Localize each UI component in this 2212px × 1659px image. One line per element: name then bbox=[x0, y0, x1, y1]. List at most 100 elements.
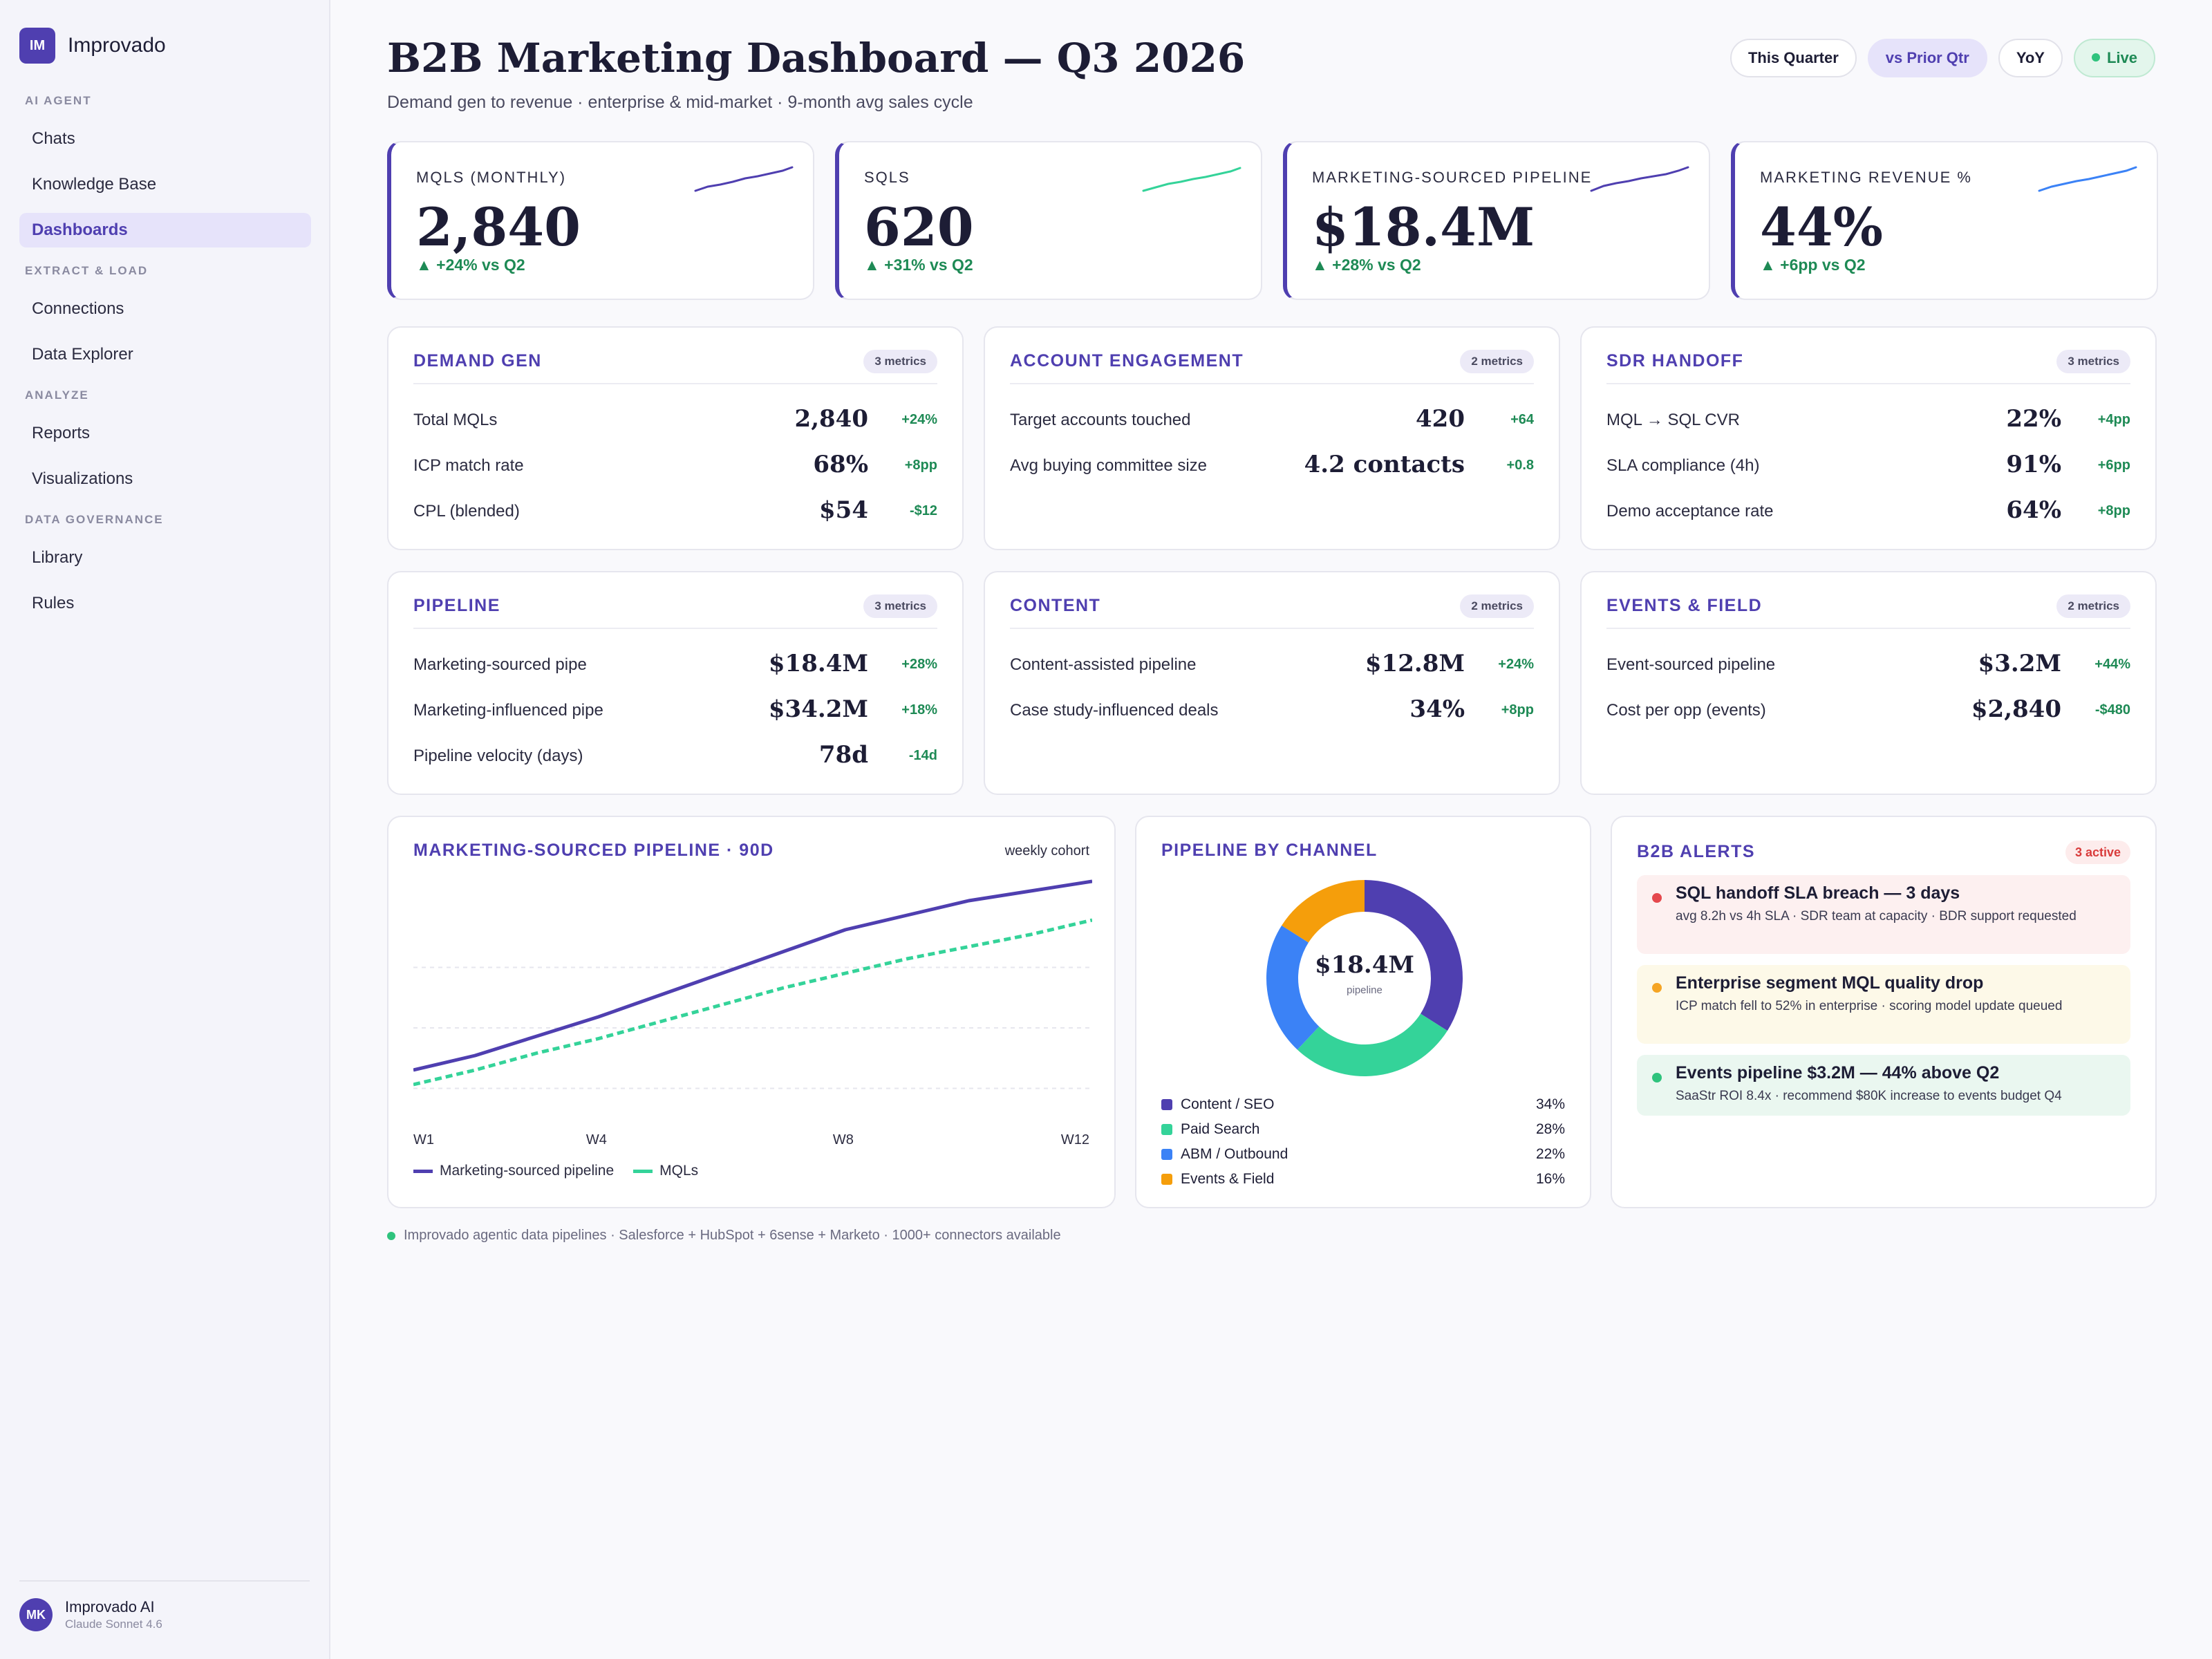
metric-delta: +18% bbox=[901, 702, 937, 718]
donut-slice-events-field[interactable] bbox=[1282, 880, 1365, 943]
legend-item: Events & Field 16% bbox=[1161, 1167, 1565, 1192]
metric-row[interactable]: Content-assisted pipeline $12.8M +24% bbox=[1010, 650, 1534, 677]
user-profile[interactable]: MK Improvado AI Claude Sonnet 4.6 bbox=[19, 1580, 310, 1631]
alert-status-dot-icon bbox=[1652, 983, 1662, 993]
metrics-badge: 2 metrics bbox=[1460, 350, 1534, 373]
metric-label: Event-sourced pipeline bbox=[1606, 655, 1776, 674]
legend-label: Events & Field bbox=[1181, 1171, 1275, 1187]
metrics-badge: 3 metrics bbox=[2056, 350, 2130, 373]
alerts-card: B2B ALERTS 3 active SQL handoff SLA brea… bbox=[1611, 816, 2157, 1208]
kpi-value: $18.4M bbox=[1312, 196, 1535, 258]
page-subtitle: Demand gen to revenue · enterprise & mid… bbox=[387, 93, 973, 112]
legend-swatch bbox=[1161, 1174, 1172, 1185]
alert-item[interactable]: SQL handoff SLA breach — 3 days avg 8.2h… bbox=[1637, 875, 2130, 954]
alert-body: avg 8.2h vs 4h SLA · SDR team at capacit… bbox=[1676, 909, 2077, 924]
status-dot-icon bbox=[387, 1231, 395, 1240]
metric-row[interactable]: Target accounts touched 420 +64 bbox=[1010, 405, 1534, 433]
brand[interactable]: IM Improvado bbox=[19, 28, 166, 64]
kpi-delta: ▲ +31% vs Q2 bbox=[864, 256, 973, 274]
metric-row[interactable]: SLA compliance (4h) 91% +6pp bbox=[1606, 451, 2130, 478]
line-chart-card: MARKETING-SOURCED PIPELINE · 90D weekly … bbox=[387, 816, 1116, 1208]
metric-row[interactable]: Case study-influenced deals 34% +8pp bbox=[1010, 695, 1534, 723]
donut-chart bbox=[1266, 880, 1463, 1076]
donut-center-label: pipeline bbox=[1347, 984, 1382, 996]
section-title: EVENTS & FIELD bbox=[1606, 596, 1763, 615]
metric-value: $34.2M bbox=[768, 695, 868, 723]
sidebar-item-knowledge-base[interactable]: Knowledge Base bbox=[32, 175, 157, 194]
alert-body: ICP match fell to 52% in enterprise · sc… bbox=[1676, 999, 2063, 1013]
metric-label: Target accounts touched bbox=[1010, 411, 1191, 429]
metric-row[interactable]: Avg buying committee size 4.2 contacts +0.… bbox=[1010, 451, 1534, 478]
metric-value: $18.4M bbox=[768, 650, 868, 677]
chart-tag: weekly cohort bbox=[1004, 843, 1089, 859]
legend-swatch bbox=[633, 1169, 653, 1173]
sidebar-item-chats[interactable]: Chats bbox=[32, 129, 75, 148]
sidebar-item-visualizations[interactable]: Visualizations bbox=[32, 469, 133, 488]
sidebar-item-connections[interactable]: Connections bbox=[32, 299, 124, 318]
kpi-delta: ▲ +6pp vs Q2 bbox=[1760, 256, 1866, 274]
pill-live[interactable]: Live bbox=[2073, 39, 2155, 77]
section-events-field: EVENTS & FIELD 2 metrics Event-sourced p… bbox=[1580, 571, 2157, 795]
kpi-delta: ▲ +28% vs Q2 bbox=[1312, 256, 1421, 274]
nav-section-extract-load: EXTRACT & LOAD bbox=[25, 264, 149, 277]
section-title: CONTENT bbox=[1010, 596, 1101, 615]
legend-label: Paid Search bbox=[1181, 1121, 1260, 1137]
metric-row[interactable]: Cost per opp (events) $2,840 -$480 bbox=[1606, 695, 2130, 723]
donut-slice-paid-search[interactable] bbox=[1297, 1013, 1447, 1076]
metric-row[interactable]: Total MQLs 2,840 +24% bbox=[413, 405, 937, 433]
alert-title: Events pipeline $3.2M — 44% above Q2 bbox=[1676, 1063, 2000, 1082]
legend-swatch bbox=[1161, 1124, 1172, 1135]
live-dot-icon bbox=[2091, 53, 2100, 62]
metric-value: $3.2M bbox=[1978, 650, 2061, 677]
metric-value: 64% bbox=[2006, 496, 2061, 524]
kpi-label: MQLS (MONTHLY) bbox=[416, 169, 567, 186]
metric-label: Avg buying committee size bbox=[1010, 456, 1208, 475]
section-title: PIPELINE bbox=[413, 596, 500, 615]
kpi-card-mqls[interactable]: MQLS (MONTHLY) 2,840 ▲ +24% vs Q2 bbox=[387, 141, 814, 300]
sidebar-item-dashboards[interactable]: Dashboards bbox=[19, 213, 311, 247]
x-tick-label: W8 bbox=[832, 1132, 854, 1147]
pill-this-quarter[interactable]: This Quarter bbox=[1730, 39, 1857, 77]
section-demand-gen: DEMAND GEN 3 metrics Total MQLs 2,840 +24%… bbox=[387, 326, 964, 550]
metric-delta: +44% bbox=[2094, 657, 2130, 672]
sparkline-line bbox=[2038, 166, 2137, 192]
live-label: Live bbox=[2106, 49, 2137, 66]
alert-item[interactable]: Enterprise segment MQL quality drop ICP … bbox=[1637, 965, 2130, 1044]
metric-row[interactable]: Marketing-influenced pipe $34.2M +18% bbox=[413, 695, 937, 723]
metric-row[interactable]: Event-sourced pipeline $3.2M +44% bbox=[1606, 650, 2130, 677]
sidebar-item-rules[interactable]: Rules bbox=[32, 594, 75, 612]
kpi-card-revenue-pct[interactable]: MARKETING REVENUE % 44% ▲ +6pp vs Q2 bbox=[1731, 141, 2158, 300]
model-name: Claude Sonnet 4.6 bbox=[65, 1618, 162, 1631]
metric-delta: +28% bbox=[901, 657, 937, 672]
metric-row[interactable]: Marketing-sourced pipe $18.4M +28% bbox=[413, 650, 937, 677]
metric-row[interactable]: MQL → SQL CVR 22% +4pp bbox=[1606, 405, 2130, 433]
avatar: MK bbox=[19, 1598, 53, 1631]
metric-row[interactable]: Pipeline velocity (days) 78d -14d bbox=[413, 741, 937, 769]
x-tick-label: W1 bbox=[413, 1132, 434, 1147]
nav-section-data-governance: DATA GOVERNANCE bbox=[25, 513, 164, 526]
sidebar-nav: AI AGENT Chats Knowledge Base Dashboards… bbox=[19, 84, 311, 632]
sidebar-item-reports[interactable]: Reports bbox=[32, 424, 91, 442]
section-title: ACCOUNT ENGAGEMENT bbox=[1010, 351, 1244, 371]
metric-delta: +4pp bbox=[2097, 412, 2130, 427]
metric-row[interactable]: ICP match rate 68% +8pp bbox=[413, 451, 937, 478]
sidebar-item-data-explorer[interactable]: Data Explorer bbox=[32, 345, 133, 364]
legend-swatch bbox=[413, 1169, 433, 1173]
pill-vs-prior-qtr[interactable]: vs Prior Qtr bbox=[1867, 39, 1987, 77]
legend-value: 34% bbox=[1535, 1096, 1565, 1112]
metrics-badge: 2 metrics bbox=[2056, 594, 2130, 618]
metric-delta: -$12 bbox=[909, 503, 937, 518]
kpi-card-sqls[interactable]: SQLS 620 ▲ +31% vs Q2 bbox=[835, 141, 1262, 300]
user-name: Improvado AI bbox=[65, 1598, 155, 1615]
donut-slice-content-seo[interactable] bbox=[1365, 880, 1463, 1031]
metric-row[interactable]: CPL (blended) $54 -$12 bbox=[413, 496, 937, 524]
section-pipeline: PIPELINE 3 metrics Marketing-sourced pip… bbox=[387, 571, 964, 795]
pill-yoy[interactable]: YoY bbox=[1998, 39, 2063, 77]
line-chart bbox=[413, 879, 1092, 1089]
alert-item[interactable]: Events pipeline $3.2M — 44% above Q2 Saa… bbox=[1637, 1055, 2130, 1116]
sidebar-item-library[interactable]: Library bbox=[32, 548, 83, 567]
metric-row[interactable]: Demo acceptance rate 64% +8pp bbox=[1606, 496, 2130, 524]
kpi-card-pipeline[interactable]: MARKETING-SOURCED PIPELINE $18.4M ▲ +28%… bbox=[1283, 141, 1710, 300]
kpi-label: SQLS bbox=[864, 169, 910, 186]
donut-slice-abm-outbound[interactable] bbox=[1266, 925, 1320, 1050]
